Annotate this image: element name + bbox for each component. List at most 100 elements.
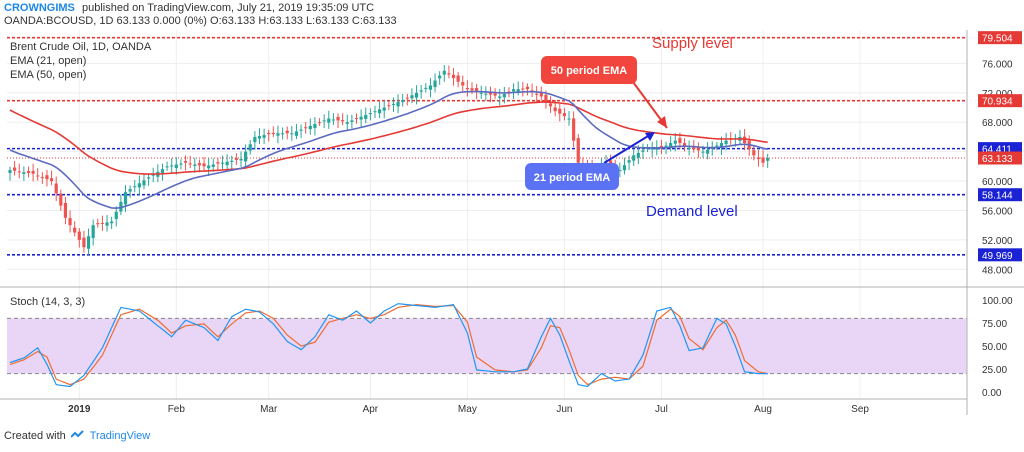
candle-body	[673, 140, 677, 144]
time-tick-label: Sep	[851, 404, 869, 415]
candle-body	[655, 147, 659, 150]
candle-body	[82, 237, 86, 248]
candle-body	[165, 166, 169, 168]
ema50-callout-text: 50 period EMA	[551, 65, 627, 77]
candle-body	[257, 136, 262, 139]
candle-body	[632, 155, 636, 161]
candle-body	[294, 131, 299, 136]
candle-body	[724, 140, 728, 145]
candle-body	[548, 103, 553, 107]
candle-body	[498, 96, 502, 98]
candle-body	[572, 118, 576, 141]
horizontal-levels	[7, 36, 967, 375]
candle-body	[160, 169, 165, 173]
ema21-callout-text: 21 period EMA	[534, 172, 610, 184]
ema21-callout: 21 period EMA	[525, 132, 655, 190]
stoch-k-line	[9, 303, 768, 388]
candle-body	[401, 100, 405, 103]
candle-body	[253, 136, 257, 143]
candle-body	[627, 160, 631, 163]
candle-body	[234, 158, 238, 160]
candle-body	[719, 143, 724, 148]
candle-body	[188, 163, 192, 165]
candle-body	[692, 147, 696, 150]
candle-body	[410, 95, 414, 99]
candle-body	[174, 164, 178, 169]
candle-body	[308, 125, 312, 130]
level-tag	[978, 151, 1022, 165]
level-tag-label: 49.969	[982, 251, 1013, 262]
candle-body	[442, 70, 446, 75]
candle-body	[544, 94, 548, 102]
candle-body	[345, 122, 349, 124]
price-tick-label: 76.000	[982, 59, 1013, 70]
candle-body	[475, 88, 479, 92]
candle-body	[396, 102, 400, 107]
candle-body	[86, 236, 91, 249]
publisher-name[interactable]: CROWNGIMS	[4, 2, 75, 14]
candle-body	[31, 170, 35, 174]
candle-body	[147, 177, 151, 179]
candle-body	[276, 133, 280, 136]
candle-body	[710, 147, 714, 149]
candle-body	[419, 90, 423, 92]
candle-body	[650, 147, 654, 150]
time-tick-label: Jun	[556, 404, 572, 415]
candle-body	[285, 130, 289, 134]
footer-created: Created with	[4, 430, 66, 442]
ema50-callout: 50 period EMA	[541, 56, 668, 129]
candle-body	[558, 108, 562, 114]
candle-body	[479, 92, 483, 94]
candle-body	[516, 89, 520, 92]
candle-body	[271, 132, 275, 134]
candle-body	[511, 89, 516, 92]
supply-level-label: Supply level	[652, 35, 733, 52]
candle-body	[669, 143, 673, 148]
candle-body	[68, 218, 72, 226]
candle-body	[317, 122, 322, 124]
candles	[8, 65, 770, 255]
candle-body	[424, 87, 428, 89]
candle-body	[567, 118, 571, 120]
time-tick-label: Aug	[754, 404, 772, 415]
candle-body	[502, 94, 506, 98]
ema21-arrow	[603, 132, 654, 164]
stoch-tick-label: 0.00	[982, 388, 1002, 399]
candle-body	[553, 107, 557, 112]
candle-body	[73, 227, 77, 233]
candle-body	[715, 145, 719, 147]
candle-body	[678, 138, 682, 144]
candle-body	[49, 178, 54, 182]
chart-header: CROWNGIMS published on TradingView.com, …	[0, 0, 1024, 30]
candle-body	[202, 163, 206, 167]
demand-level-label: Demand level	[646, 203, 738, 220]
candle-body	[341, 120, 345, 122]
candle-body	[13, 167, 17, 171]
candle-body	[179, 163, 183, 165]
candle-body	[40, 177, 44, 179]
candle-body	[151, 174, 155, 176]
time-tick-label: Mar	[260, 404, 278, 415]
candle-body	[428, 85, 433, 90]
time-tick-label: Jul	[655, 404, 668, 415]
candle-body	[470, 88, 474, 91]
stoch-axis: 100.00 75.00 50.00 25.00 0.00	[982, 296, 1013, 399]
candle-body	[696, 146, 700, 151]
candle-body	[433, 80, 437, 88]
candle-body	[193, 164, 197, 166]
chart-canvas[interactable]: 76.00072.00068.00064.00060.00056.00052.0…	[0, 30, 1024, 428]
candle-body	[364, 114, 368, 119]
candle-body	[142, 180, 146, 186]
price-tick-label: 60.000	[982, 177, 1013, 188]
candle-body	[456, 75, 460, 82]
time-tick-label: Feb	[168, 404, 186, 415]
price-tick-label: 68.000	[982, 118, 1013, 129]
candle-body	[756, 157, 761, 159]
candle-body	[128, 189, 132, 192]
candle-body	[664, 145, 668, 147]
candle-body	[36, 175, 40, 177]
footer-tradingview-link[interactable]: TradingView	[89, 430, 151, 442]
stoch-band	[7, 318, 967, 374]
ema50-line	[9, 101, 768, 175]
